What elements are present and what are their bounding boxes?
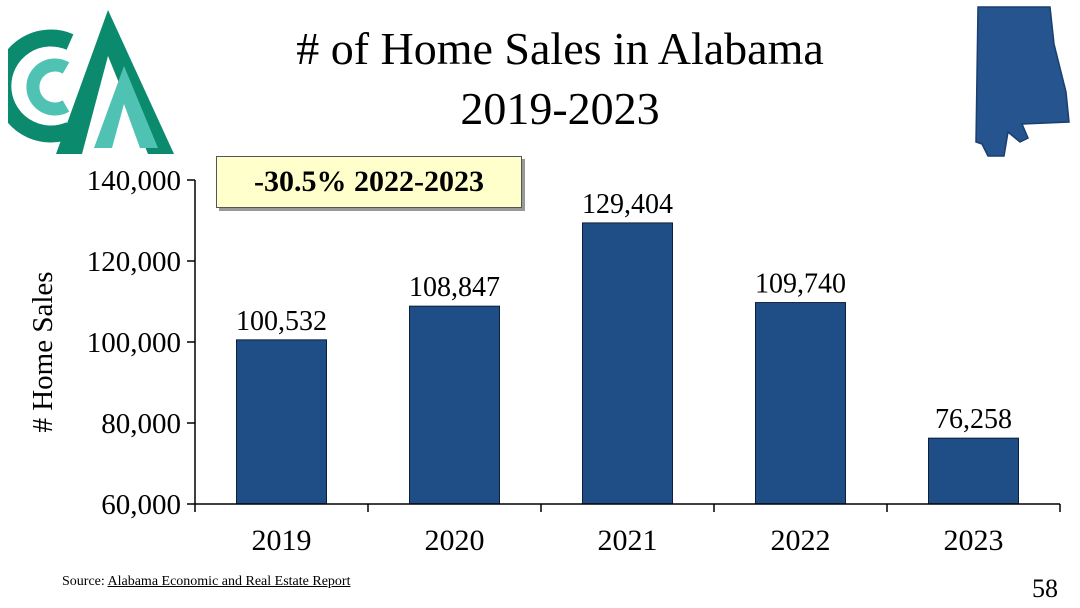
data-label-2021: 129,404 bbox=[582, 189, 673, 220]
y-tick-label: 100,000 bbox=[87, 327, 181, 359]
source-note: Source: Alabama Economic and Real Estate… bbox=[62, 574, 350, 590]
chart-title: # of Home Sales in Alabama bbox=[296, 23, 824, 74]
x-tick-label-2020: 2020 bbox=[425, 524, 485, 557]
page-number: 58 bbox=[1032, 574, 1058, 603]
x-tick-label-2021: 2021 bbox=[598, 524, 658, 557]
logo-peak-light bbox=[94, 66, 158, 148]
y-tick-label: 80,000 bbox=[101, 408, 181, 440]
y-tick-label: 140,000 bbox=[87, 165, 181, 197]
bar-2022 bbox=[755, 302, 846, 505]
company-logo bbox=[8, 10, 174, 154]
bar-2021 bbox=[582, 222, 673, 505]
x-tick-label-2022: 2022 bbox=[771, 524, 831, 557]
source-prefix: Source: bbox=[62, 574, 108, 589]
logo-c-outer bbox=[8, 29, 74, 143]
data-label-2020: 108,847 bbox=[409, 272, 500, 303]
logo-c-inner bbox=[26, 58, 70, 116]
y-tick-label: 120,000 bbox=[87, 246, 181, 278]
data-label-2023: 76,258 bbox=[935, 404, 1012, 435]
chart-subtitle: 2019-2023 bbox=[460, 83, 660, 134]
source-link[interactable]: Alabama Economic and Real Estate Report bbox=[107, 574, 351, 589]
bar-2019 bbox=[236, 339, 327, 505]
y-axis-title: # Home Sales bbox=[27, 271, 59, 432]
data-label-2019: 100,532 bbox=[236, 306, 327, 337]
x-tick-label-2023: 2023 bbox=[944, 524, 1004, 557]
data-label-2022: 109,740 bbox=[755, 269, 846, 300]
y-tick-label: 60,000 bbox=[101, 489, 181, 521]
change-callout: -30.5% 2022-2023 bbox=[216, 156, 522, 208]
bar-2020 bbox=[409, 305, 500, 505]
alabama-state-map-icon bbox=[975, 6, 1070, 157]
x-tick-label-2019: 2019 bbox=[252, 524, 312, 557]
bar-2023 bbox=[928, 437, 1019, 505]
